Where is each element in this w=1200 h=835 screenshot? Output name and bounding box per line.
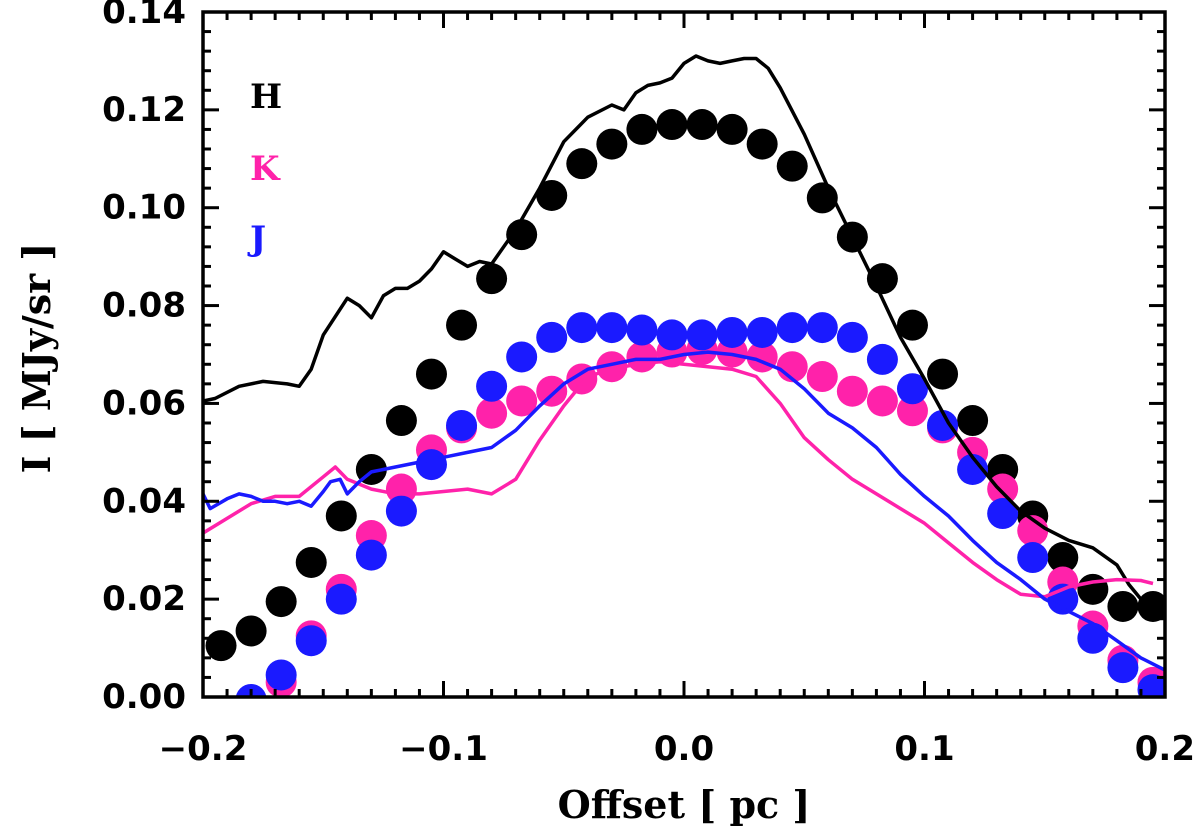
data-point-j	[987, 498, 1019, 530]
data-point-k	[536, 375, 568, 407]
y-tick-label: 0.08	[102, 286, 186, 326]
data-point-k	[626, 341, 658, 373]
x-tick-label: −0.1	[399, 729, 488, 769]
data-point-j	[596, 312, 628, 344]
data-point-h	[716, 113, 748, 145]
axis-ticks	[201, 10, 1167, 699]
data-point-h	[596, 128, 628, 160]
data-point-j	[1077, 622, 1109, 654]
data-point-h	[1047, 542, 1079, 574]
data-point-j	[235, 683, 267, 697]
x-tick-label: 0.2	[1135, 729, 1195, 769]
y-tick-label: 0.04	[102, 481, 186, 521]
y-tick-label: 0.14	[102, 0, 186, 32]
data-point-j	[957, 453, 989, 485]
y-tick-label: 0.06	[102, 383, 186, 423]
y-tick-label: 0.10	[102, 188, 186, 228]
observed-lines	[203, 54, 1165, 672]
data-point-k	[506, 385, 538, 417]
data-point-j	[836, 321, 868, 353]
data-point-h	[415, 358, 447, 390]
data-point-k	[566, 363, 598, 395]
data-point-j	[927, 409, 959, 441]
data-point-k	[987, 473, 1019, 505]
legend-entry-h: H	[250, 77, 282, 117]
data-point-h	[205, 630, 237, 662]
data-point-h	[626, 113, 658, 145]
data-point-k	[866, 385, 898, 417]
x-tick-label: 0.1	[894, 729, 954, 769]
legend: H K J	[247, 77, 282, 259]
data-point-j	[1107, 652, 1139, 684]
data-point-k	[806, 361, 838, 393]
data-point-h	[746, 128, 778, 160]
data-point-j	[295, 625, 327, 657]
x-tick-label: 0.0	[654, 729, 714, 769]
data-point-j	[385, 495, 417, 527]
data-point-h	[1107, 590, 1139, 622]
data-point-h	[1077, 573, 1109, 605]
data-point-j	[265, 659, 297, 691]
data-point-h	[536, 179, 568, 211]
data-point-h	[656, 109, 688, 141]
x-axis-title: Offset [ pc ]	[558, 782, 811, 827]
series-line-h	[203, 54, 1155, 611]
data-point-h	[957, 405, 989, 437]
data-point-j	[566, 312, 598, 344]
y-axis-title: I [ MJy/sr ]	[14, 243, 59, 474]
data-point-h	[566, 148, 598, 180]
data-point-h	[927, 358, 959, 390]
data-point-h	[476, 263, 508, 295]
data-point-j	[476, 370, 508, 402]
y-axis-tick-labels: 0.00 0.02 0.04 0.06 0.08 0.10 0.12 0.14	[102, 0, 186, 717]
data-point-j	[776, 312, 808, 344]
y-tick-label: 0.12	[102, 90, 186, 130]
data-point-h	[896, 309, 928, 341]
data-point-j	[626, 314, 658, 346]
data-point-j	[415, 449, 447, 481]
data-point-j	[506, 341, 538, 373]
data-point-j	[216, 696, 227, 697]
data-point-h	[506, 219, 538, 251]
x-axis-tick-labels: −0.2 −0.1 0.0 0.1 0.2	[159, 729, 1195, 769]
data-point-h	[776, 150, 808, 182]
data-point-j	[806, 312, 838, 344]
data-point-j	[716, 316, 748, 348]
data-point-j	[446, 409, 478, 441]
series-line-k	[203, 360, 1154, 599]
data-point-j	[325, 583, 357, 615]
data-point-j	[866, 343, 898, 375]
data-point-k	[1017, 515, 1049, 547]
data-point-k	[896, 395, 928, 427]
legend-entry-j: J	[247, 219, 266, 259]
data-point-k	[206, 701, 237, 732]
data-point-j	[746, 316, 778, 348]
data-point-h	[235, 615, 267, 647]
model-markers	[205, 109, 1165, 732]
data-point-j	[896, 373, 928, 405]
series-line-j	[203, 350, 1165, 672]
data-point-k	[836, 375, 868, 407]
data-point-k	[476, 397, 508, 429]
y-tick-label: 0.00	[102, 677, 186, 717]
data-point-h	[686, 109, 718, 141]
data-point-j	[1137, 674, 1165, 697]
data-point-j	[656, 319, 688, 351]
y-tick-label: 0.02	[102, 579, 186, 619]
data-point-h	[446, 309, 478, 341]
data-point-j	[355, 539, 387, 571]
data-point-j	[1017, 542, 1049, 574]
legend-entry-k: K	[250, 149, 281, 189]
data-point-h	[295, 546, 327, 578]
x-tick-label: −0.2	[159, 729, 248, 769]
data-point-j	[686, 319, 718, 351]
data-point-h	[265, 586, 297, 618]
data-point-h	[325, 500, 357, 532]
data-point-k	[596, 351, 628, 383]
data-point-h	[385, 405, 417, 437]
data-point-k	[385, 473, 417, 505]
data-point-j	[536, 321, 568, 353]
